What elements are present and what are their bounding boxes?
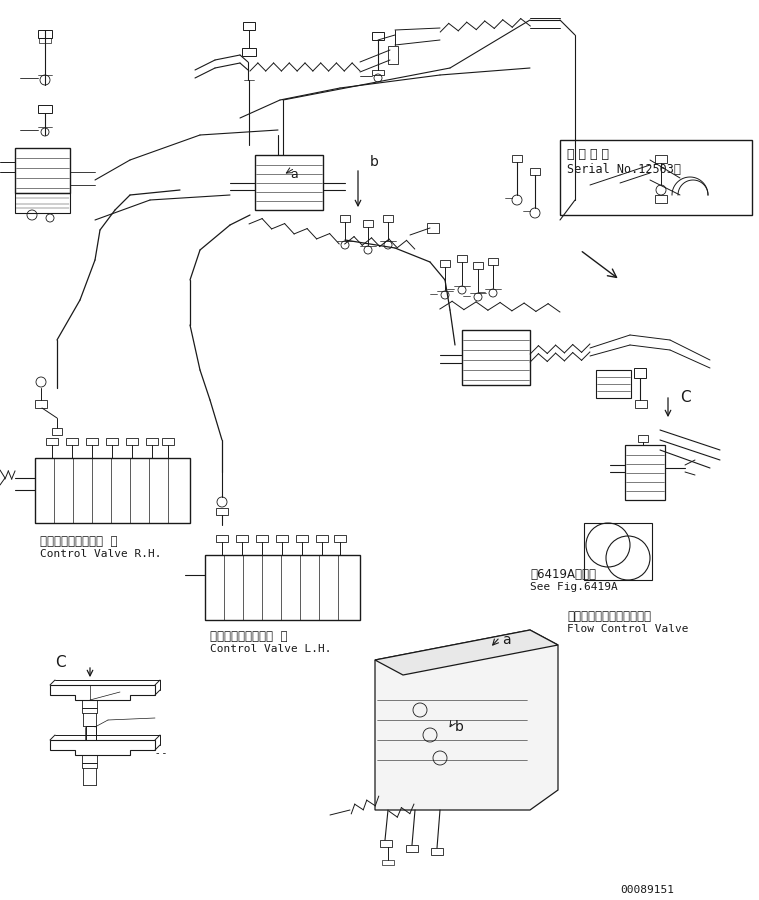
Bar bbox=[584, 523, 652, 580]
Bar bbox=[560, 140, 752, 215]
Bar bbox=[427, 223, 439, 233]
Bar bbox=[634, 368, 646, 378]
Bar bbox=[256, 535, 268, 542]
Bar bbox=[372, 32, 384, 40]
Bar bbox=[380, 840, 392, 847]
Bar bbox=[216, 535, 228, 542]
Bar bbox=[82, 708, 97, 713]
Text: See Fig.6419A: See Fig.6419A bbox=[530, 582, 618, 592]
Bar bbox=[243, 22, 255, 30]
Bar bbox=[126, 438, 138, 445]
Bar bbox=[236, 535, 248, 542]
Bar bbox=[82, 755, 97, 763]
Bar bbox=[82, 763, 97, 768]
Bar bbox=[382, 860, 394, 865]
Bar bbox=[205, 555, 360, 620]
Bar bbox=[625, 445, 665, 500]
Bar bbox=[276, 535, 288, 542]
Text: フローコントロールバルブ: フローコントロールバルブ bbox=[567, 610, 651, 623]
Text: - -: - - bbox=[156, 748, 166, 758]
Text: 00089151: 00089151 bbox=[620, 885, 674, 895]
Polygon shape bbox=[375, 630, 558, 675]
Bar bbox=[66, 438, 78, 445]
Text: Flow Control Valve: Flow Control Valve bbox=[567, 624, 688, 634]
Bar bbox=[635, 400, 647, 408]
Text: 第6419A図参照: 第6419A図参照 bbox=[530, 568, 596, 581]
Bar bbox=[473, 262, 483, 269]
Bar bbox=[655, 195, 667, 203]
Bar bbox=[462, 330, 530, 385]
Text: Serial No.12503〜: Serial No.12503〜 bbox=[567, 163, 681, 176]
Bar bbox=[86, 438, 98, 445]
Polygon shape bbox=[375, 630, 558, 810]
Bar bbox=[655, 155, 667, 163]
Bar bbox=[162, 438, 174, 445]
Bar bbox=[255, 155, 323, 210]
Text: a: a bbox=[502, 633, 511, 647]
Bar bbox=[431, 848, 443, 855]
Text: Control Valve R.H.: Control Valve R.H. bbox=[40, 549, 162, 559]
Bar bbox=[106, 438, 118, 445]
Bar bbox=[316, 535, 328, 542]
Bar bbox=[334, 535, 346, 542]
Bar bbox=[242, 48, 256, 56]
Bar bbox=[457, 255, 467, 262]
Bar bbox=[52, 428, 62, 435]
Bar bbox=[82, 700, 97, 708]
Text: C: C bbox=[55, 655, 65, 670]
Text: b: b bbox=[370, 155, 379, 169]
Bar bbox=[488, 258, 498, 265]
Bar bbox=[39, 38, 51, 43]
Bar bbox=[340, 215, 350, 222]
Bar bbox=[512, 155, 522, 162]
Bar bbox=[38, 105, 52, 113]
Bar bbox=[596, 370, 631, 398]
Bar bbox=[440, 260, 450, 267]
Text: 適 用 号 機: 適 用 号 機 bbox=[567, 148, 609, 161]
Bar bbox=[216, 508, 228, 515]
Bar bbox=[35, 400, 47, 408]
Bar bbox=[383, 215, 393, 222]
Bar bbox=[86, 726, 96, 740]
Bar bbox=[46, 438, 58, 445]
Bar bbox=[388, 46, 398, 64]
Bar bbox=[372, 70, 384, 75]
Bar bbox=[296, 535, 308, 542]
Bar bbox=[15, 148, 70, 193]
Text: a: a bbox=[290, 168, 298, 181]
Bar bbox=[363, 220, 373, 227]
Text: Control Valve L.H.: Control Valve L.H. bbox=[210, 644, 332, 654]
Text: コントロールバルブ  左: コントロールバルブ 左 bbox=[210, 630, 288, 643]
Text: b: b bbox=[455, 720, 464, 734]
Bar bbox=[38, 30, 52, 38]
Bar bbox=[15, 193, 70, 213]
Bar bbox=[406, 845, 418, 852]
Bar bbox=[638, 435, 648, 442]
Bar bbox=[146, 438, 158, 445]
Text: C: C bbox=[680, 390, 691, 405]
Bar bbox=[35, 458, 190, 523]
Text: コントロールバルブ  右: コントロールバルブ 右 bbox=[40, 535, 118, 548]
Bar bbox=[530, 168, 540, 175]
